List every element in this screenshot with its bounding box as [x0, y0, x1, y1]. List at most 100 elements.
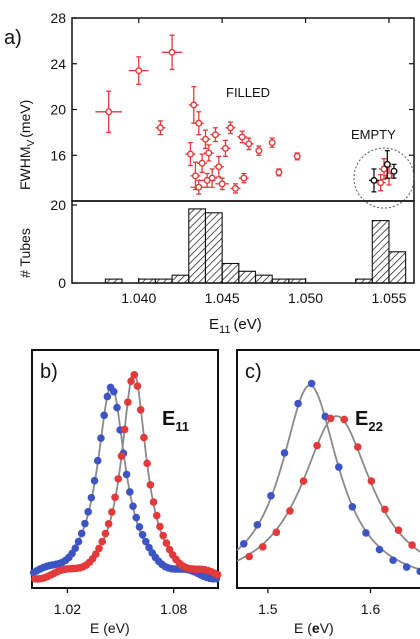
panel-c-data-point: [394, 526, 403, 534]
scatter-point: [243, 137, 254, 151]
histogram-y-axis-label: # Tubes: [17, 228, 33, 278]
panel-c-label: c): [245, 361, 262, 383]
panel-c-data-point: [381, 505, 389, 514]
panel-b-data-point: [111, 493, 119, 502]
panel-c-data-point: [313, 441, 321, 450]
panel-c-data-point: [294, 399, 302, 408]
scatter-point: [275, 168, 283, 177]
panel-b-x-ticks: 1.02 1.08: [54, 588, 188, 617]
panel-c-data-point: [280, 449, 289, 457]
panel-c-frame: [236, 349, 420, 589]
histogram-bar: [138, 278, 156, 284]
panel-c-data-point: [239, 539, 248, 548]
panel-c-x-axis-label: E (eV): [294, 620, 334, 636]
panel-c-data-point: [245, 552, 254, 561]
histogram-y-tick-label: 0: [58, 275, 66, 291]
scatter-point: [215, 177, 229, 191]
histogram-x-tick-label: 1.050: [288, 290, 323, 306]
histogram-bar: [171, 274, 190, 284]
panel-b-data-point: [97, 434, 105, 443]
panel-b-data-point: [103, 392, 112, 401]
scatter-point: [190, 161, 201, 191]
panel-b-data-point: [93, 456, 102, 465]
panel-b-data-point: [77, 529, 86, 538]
scatter-point: [197, 153, 208, 174]
panel-c-data-point: [286, 507, 294, 515]
panel-b-data-point: [100, 411, 108, 420]
scatter-y-axis-label: FWHMV(meV): [17, 100, 37, 190]
panel-b-data-point: [98, 537, 107, 546]
histogram-bar: [221, 262, 240, 284]
scatter-point: [95, 90, 123, 134]
panel-b-data-point: [159, 531, 167, 540]
scatter-y-tick-label: 20: [50, 102, 66, 118]
panel-b-data-point: [136, 406, 145, 414]
scatter-point: [203, 144, 214, 162]
panel-c-x-ticks: 1.5 1.6: [258, 588, 380, 617]
panel-c-data-point: [253, 521, 262, 529]
scatter-point: [210, 127, 221, 143]
histogram-bar: [238, 270, 257, 284]
scatter-point: [237, 130, 248, 144]
scatter-point: [375, 174, 386, 192]
scatter-y-tick-label: 28: [50, 10, 66, 26]
histogram-x-tick-label: 1.055: [371, 290, 406, 306]
panel-b-data-point: [104, 520, 113, 528]
scatter-y-tick-label: 16: [50, 147, 66, 163]
panel-b-data-point: [95, 544, 103, 553]
scatter-point: [185, 142, 196, 167]
scatter-y-tick-label: 24: [50, 56, 66, 72]
scatter-point: [155, 120, 166, 136]
histogram-bar: [388, 251, 407, 284]
scatter-point: [238, 172, 249, 184]
panel-b-frame: [31, 349, 219, 589]
panel-b-label: b): [40, 361, 58, 383]
panel-c-data-point: [299, 477, 308, 485]
panel-c-data-point: [402, 563, 411, 571]
panel-b-data-point: [92, 550, 100, 558]
empty-annotation: EMPTY: [351, 127, 396, 142]
panel-b-data-point: [156, 522, 164, 531]
histogram-bar: [154, 278, 173, 284]
panel-c-data-point: [375, 545, 384, 554]
scatter-point: [213, 155, 224, 178]
panel-b-x-axis-label: E (eV): [90, 620, 130, 636]
histogram-y-tick-label: 20: [50, 197, 66, 213]
panel-b-data-point: [114, 475, 123, 483]
scatter-point: [255, 145, 263, 156]
scatter-point: [207, 168, 218, 188]
panel-b-data-point: [122, 470, 131, 479]
panel-b-data-point: [120, 425, 129, 434]
panel-c-data-point: [340, 415, 349, 424]
scatter-points: [95, 34, 398, 195]
panel-b-data-point: [132, 513, 141, 522]
panel-c-data-point: [408, 541, 416, 549]
panel-b-data-point: [135, 523, 144, 531]
scatter-plot-fwhm: 16 20 24 28 FILLED EMPTY FWHMV(meV): [17, 10, 415, 209]
panel-c-fit-curve: [236, 415, 420, 562]
panel-b-e11-label: E11: [162, 408, 189, 434]
panel-b-data-point: [90, 476, 99, 485]
scatter-point: [230, 183, 241, 194]
panel-b-data-point: [84, 508, 92, 516]
panel-b-data-point: [113, 403, 121, 412]
histogram-x-tick-label: 1.040: [121, 290, 156, 306]
panel-c-x-tick-label: 1.6: [361, 601, 381, 617]
panel-b-data-point: [109, 387, 118, 396]
histogram-x-axis-label: E11 (eV): [209, 316, 262, 336]
histogram-x-tick-label: 1.045: [205, 290, 240, 306]
scatter-point: [193, 111, 204, 136]
panel-c-data-point: [353, 443, 362, 451]
histogram-bar: [254, 274, 273, 284]
panel-b-data-point: [129, 502, 137, 510]
scatter-y-ticks: 16 20 24 28: [50, 10, 414, 163]
panel-b-data-point: [162, 539, 171, 547]
filled-annotation: FILLED: [226, 85, 270, 100]
panel-c-e22-label: E22: [355, 408, 383, 434]
histogram-bar: [104, 278, 123, 284]
panel-c-data-point: [367, 477, 376, 485]
panel-b-data-point: [108, 508, 116, 516]
scatter-point: [225, 121, 236, 135]
scatter-point: [390, 163, 398, 179]
